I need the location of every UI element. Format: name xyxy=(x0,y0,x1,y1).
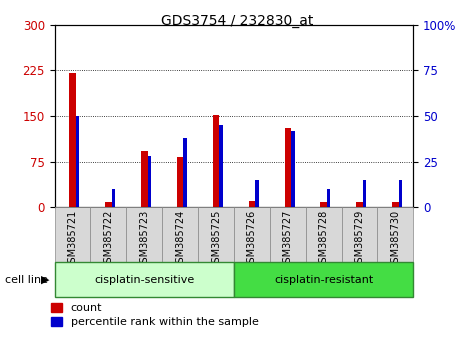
Text: ▶: ▶ xyxy=(41,275,50,285)
Bar xyxy=(91,207,126,262)
Bar xyxy=(76,116,79,207)
Bar xyxy=(112,189,115,207)
Bar xyxy=(141,150,148,207)
Bar xyxy=(356,202,363,207)
Bar xyxy=(378,207,413,262)
Text: GSM385723: GSM385723 xyxy=(139,210,149,269)
Bar xyxy=(198,207,234,262)
Text: GDS3754 / 232830_at: GDS3754 / 232830_at xyxy=(162,14,314,28)
Bar xyxy=(105,202,112,207)
Text: GSM385725: GSM385725 xyxy=(211,210,221,269)
Text: GSM385726: GSM385726 xyxy=(247,210,257,269)
Bar xyxy=(291,131,294,207)
Bar xyxy=(306,207,342,262)
Text: GSM385727: GSM385727 xyxy=(283,210,293,269)
Bar xyxy=(177,157,183,207)
Bar xyxy=(320,202,327,207)
Bar xyxy=(363,180,366,207)
Text: GSM385722: GSM385722 xyxy=(104,210,114,269)
Bar xyxy=(55,207,91,262)
Bar xyxy=(285,128,291,207)
Bar xyxy=(219,125,223,207)
Text: cisplatin-resistant: cisplatin-resistant xyxy=(274,275,373,285)
Bar xyxy=(270,207,306,262)
Text: GSM385729: GSM385729 xyxy=(354,210,364,269)
Text: GSM385730: GSM385730 xyxy=(390,210,400,269)
Bar xyxy=(392,202,399,207)
Bar xyxy=(162,207,198,262)
Bar xyxy=(399,180,402,207)
Text: cell line: cell line xyxy=(5,275,48,285)
Bar xyxy=(342,207,378,262)
Bar xyxy=(126,207,162,262)
Bar xyxy=(248,201,255,207)
Bar xyxy=(183,138,187,207)
Text: GSM385724: GSM385724 xyxy=(175,210,185,269)
Bar xyxy=(148,156,151,207)
Bar xyxy=(327,189,331,207)
Bar xyxy=(213,115,219,207)
Bar xyxy=(234,207,270,262)
Bar xyxy=(255,180,259,207)
Text: GSM385721: GSM385721 xyxy=(67,210,77,269)
Bar xyxy=(69,73,76,207)
Bar xyxy=(55,262,234,297)
Text: GSM385728: GSM385728 xyxy=(319,210,329,269)
Text: cisplatin-sensitive: cisplatin-sensitive xyxy=(94,275,194,285)
Bar xyxy=(234,262,413,297)
Legend: count, percentile rank within the sample: count, percentile rank within the sample xyxy=(51,303,258,327)
